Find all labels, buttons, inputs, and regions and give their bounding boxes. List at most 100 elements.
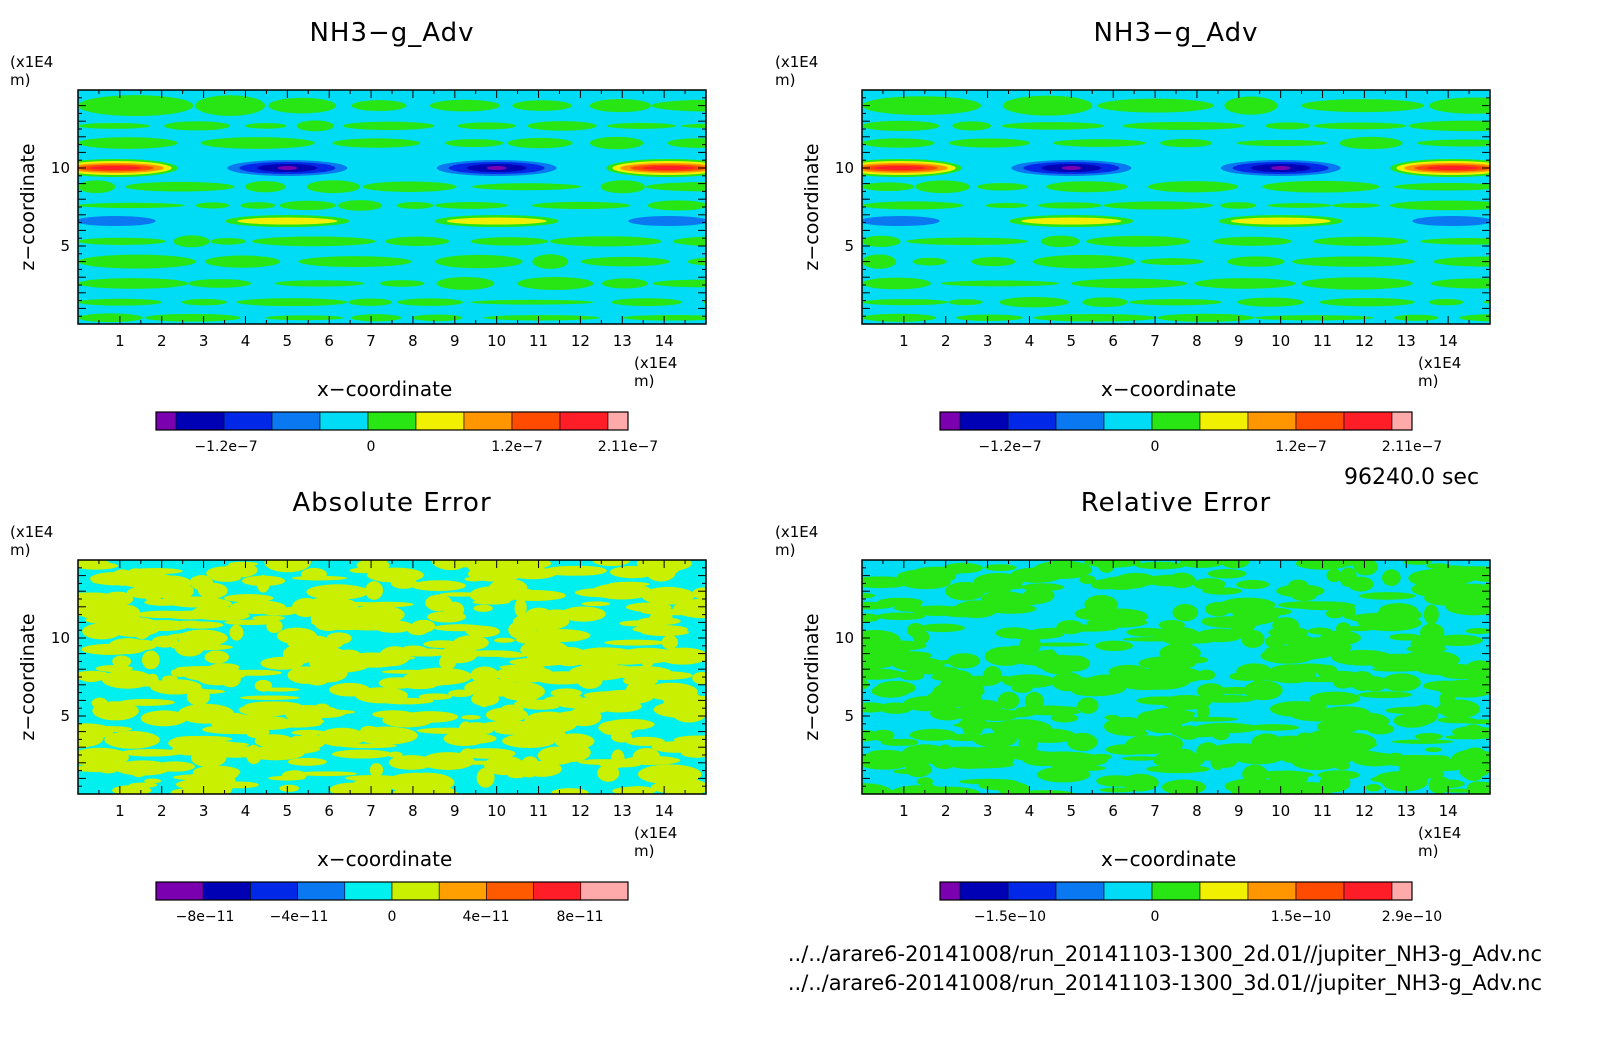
error-patch bbox=[899, 670, 925, 681]
panel-title: Absolute Error bbox=[292, 488, 492, 518]
error-patch bbox=[1145, 574, 1193, 587]
error-patch bbox=[862, 613, 880, 622]
contour-band bbox=[351, 314, 402, 322]
x-tick-label: 2 bbox=[941, 332, 951, 350]
error-patch bbox=[581, 601, 611, 607]
error-patch bbox=[555, 565, 607, 576]
error-patch bbox=[1108, 609, 1135, 628]
time-label: 96240.0 sec bbox=[1344, 465, 1480, 490]
contour-trough bbox=[277, 166, 298, 170]
error-patch bbox=[1196, 703, 1210, 720]
error-patch bbox=[397, 772, 455, 793]
colorbar-tick-label: 1.5e−10 bbox=[1271, 909, 1331, 925]
error-patch bbox=[893, 738, 919, 746]
error-patch bbox=[167, 632, 225, 640]
contour-band bbox=[1082, 297, 1128, 308]
colorbar-tick-label: 4e−11 bbox=[462, 909, 509, 925]
contour-band bbox=[78, 137, 178, 149]
colorbar-segment bbox=[1247, 411, 1297, 431]
colorbar-tick-label: −1.2e−7 bbox=[978, 439, 1041, 455]
contour-band bbox=[1038, 202, 1102, 209]
error-patch bbox=[421, 752, 475, 770]
colorbar-segment bbox=[533, 881, 582, 901]
contour-field bbox=[862, 90, 1490, 324]
error-patch bbox=[1084, 560, 1141, 568]
error-patch bbox=[524, 711, 574, 730]
contour-band bbox=[429, 99, 500, 112]
contour-band bbox=[245, 122, 287, 129]
contour-band bbox=[1033, 314, 1157, 322]
error-patch bbox=[1339, 567, 1357, 587]
error-patch bbox=[608, 581, 650, 587]
y-axis-label: z−coordinate bbox=[17, 613, 39, 740]
error-patch bbox=[862, 629, 901, 650]
x-tick-label: 10 bbox=[487, 802, 506, 820]
error-patch bbox=[998, 782, 1030, 794]
error-patch bbox=[388, 751, 403, 758]
contour-peak bbox=[873, 166, 926, 170]
contour-band bbox=[1086, 235, 1190, 247]
contour-band bbox=[532, 254, 569, 269]
error-patch bbox=[515, 635, 559, 645]
contour-band bbox=[1267, 203, 1332, 208]
contour-band bbox=[1220, 202, 1256, 209]
error-patch bbox=[1403, 560, 1433, 565]
error-patch bbox=[1452, 673, 1490, 678]
contour-peak bbox=[642, 166, 695, 170]
contour-band bbox=[862, 299, 948, 306]
contour-band bbox=[1212, 236, 1292, 246]
panel-title: Relative Error bbox=[1080, 488, 1272, 518]
contour-band bbox=[652, 279, 706, 288]
error-patch bbox=[1030, 735, 1071, 743]
colorbar-tick-label: 0 bbox=[1151, 909, 1160, 925]
error-patch bbox=[1032, 649, 1060, 670]
error-patch bbox=[433, 560, 469, 571]
error-patch bbox=[1423, 604, 1439, 625]
error-patch bbox=[1433, 634, 1483, 647]
y-tick-label: 10 bbox=[51, 159, 70, 177]
plot-area bbox=[78, 560, 706, 794]
error-patch bbox=[1121, 756, 1159, 761]
x-tick-label: 3 bbox=[199, 332, 209, 350]
colorbar-segment bbox=[367, 411, 417, 431]
error-patch bbox=[329, 782, 377, 794]
error-patch bbox=[862, 751, 914, 770]
contour-band bbox=[342, 121, 435, 131]
error-patch bbox=[1331, 649, 1394, 666]
contour-band bbox=[611, 298, 683, 307]
error-patch bbox=[619, 620, 658, 627]
error-patch bbox=[1095, 640, 1134, 652]
colorbar-segment bbox=[1103, 881, 1153, 901]
error-patch bbox=[85, 605, 109, 617]
error-patch bbox=[467, 566, 523, 582]
error-patch bbox=[345, 775, 400, 782]
error-patch bbox=[641, 586, 695, 605]
x-tick-label: 3 bbox=[983, 802, 993, 820]
error-patch bbox=[1001, 630, 1064, 640]
error-patch bbox=[479, 720, 541, 732]
error-patch bbox=[597, 764, 620, 782]
colorbar-segment bbox=[1343, 411, 1393, 431]
error-patch bbox=[930, 673, 971, 682]
colorbar-segment bbox=[1007, 411, 1057, 431]
error-patch bbox=[151, 635, 179, 648]
colorbar-frame bbox=[939, 411, 1413, 431]
contour-band bbox=[862, 96, 982, 115]
contour-band bbox=[181, 298, 227, 306]
error-patch bbox=[144, 778, 162, 784]
contour-trough bbox=[486, 166, 507, 170]
contour-band bbox=[915, 180, 970, 194]
error-patch bbox=[862, 783, 893, 794]
error-patch bbox=[930, 706, 966, 721]
error-patch bbox=[204, 740, 240, 751]
contour-band bbox=[862, 201, 964, 210]
error-patch bbox=[878, 702, 913, 714]
error-patch bbox=[1415, 662, 1468, 676]
error-patch bbox=[1193, 578, 1226, 591]
contour-band bbox=[672, 236, 706, 247]
error-patch bbox=[979, 745, 1038, 757]
contour-trough bbox=[628, 216, 706, 227]
contour-band bbox=[1224, 96, 1278, 115]
contour-field bbox=[862, 560, 1490, 794]
error-patch bbox=[1193, 722, 1258, 734]
